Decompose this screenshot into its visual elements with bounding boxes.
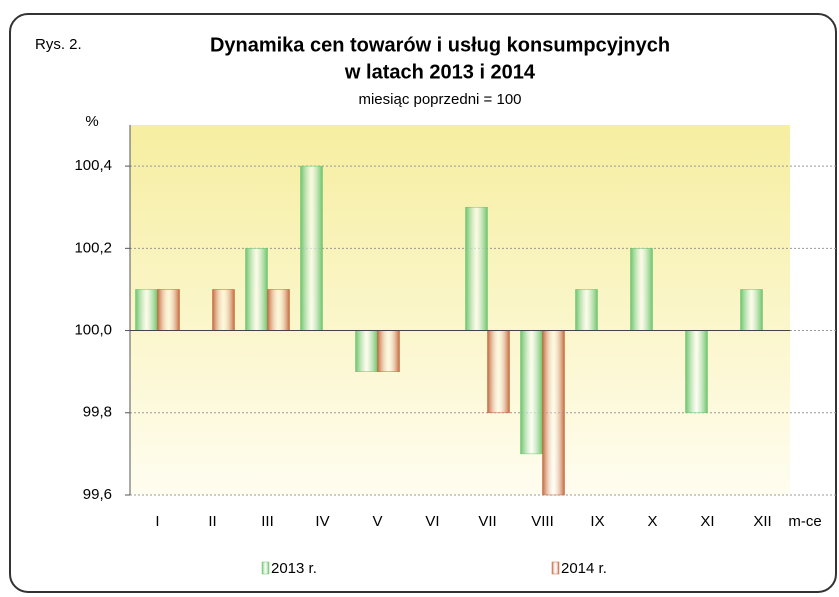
bar xyxy=(542,330,565,496)
x-tick-label: IX xyxy=(590,513,604,530)
bar xyxy=(630,248,653,331)
bar xyxy=(465,206,488,331)
bar xyxy=(267,289,290,331)
y-tick-label: 100,4 xyxy=(74,157,112,174)
legend-marker xyxy=(551,561,560,575)
bar xyxy=(487,330,510,414)
bar xyxy=(685,330,708,414)
x-tick-label: II xyxy=(208,513,216,530)
x-tick-label: VI xyxy=(425,513,439,530)
bar xyxy=(377,330,400,372)
chart-title: Dynamika cen towarów i usług konsumpcyjn… xyxy=(210,34,670,56)
y-tick-label: 99,8 xyxy=(83,404,112,421)
bar xyxy=(740,289,763,331)
y-tick-label: 99,6 xyxy=(83,486,112,503)
bar xyxy=(157,289,180,331)
bar xyxy=(575,289,598,331)
bar xyxy=(520,330,543,455)
x-tick-label: III xyxy=(261,513,274,530)
x-tick-label: XII xyxy=(753,513,771,530)
legend-label: 2014 r. xyxy=(561,560,607,577)
plot-area xyxy=(130,125,790,495)
legend-label: 2013 r. xyxy=(271,560,317,577)
y-tick-label: 100,0 xyxy=(74,322,112,339)
bar xyxy=(355,330,378,372)
y-axis-label: % xyxy=(85,113,98,130)
x-tick-label: V xyxy=(372,513,382,530)
chart-title: w latach 2013 i 2014 xyxy=(344,61,536,83)
bar xyxy=(300,165,323,331)
x-tick-label: XI xyxy=(700,513,714,530)
bar xyxy=(212,289,235,331)
x-tick-label: IV xyxy=(315,513,329,530)
bar xyxy=(135,289,158,331)
y-tick-label: 100,2 xyxy=(74,239,112,256)
legend-marker xyxy=(261,561,270,575)
x-tick-label: VIII xyxy=(531,513,554,530)
x-tick-label: I xyxy=(155,513,159,530)
x-tick-label: VII xyxy=(478,513,496,530)
chart-subtitle: miesiąc poprzedni = 100 xyxy=(358,91,521,108)
x-axis-label: m-ce xyxy=(788,513,821,530)
x-tick-label: X xyxy=(647,513,657,530)
bar xyxy=(245,248,268,331)
annotation: Rys. 2. xyxy=(35,36,82,53)
